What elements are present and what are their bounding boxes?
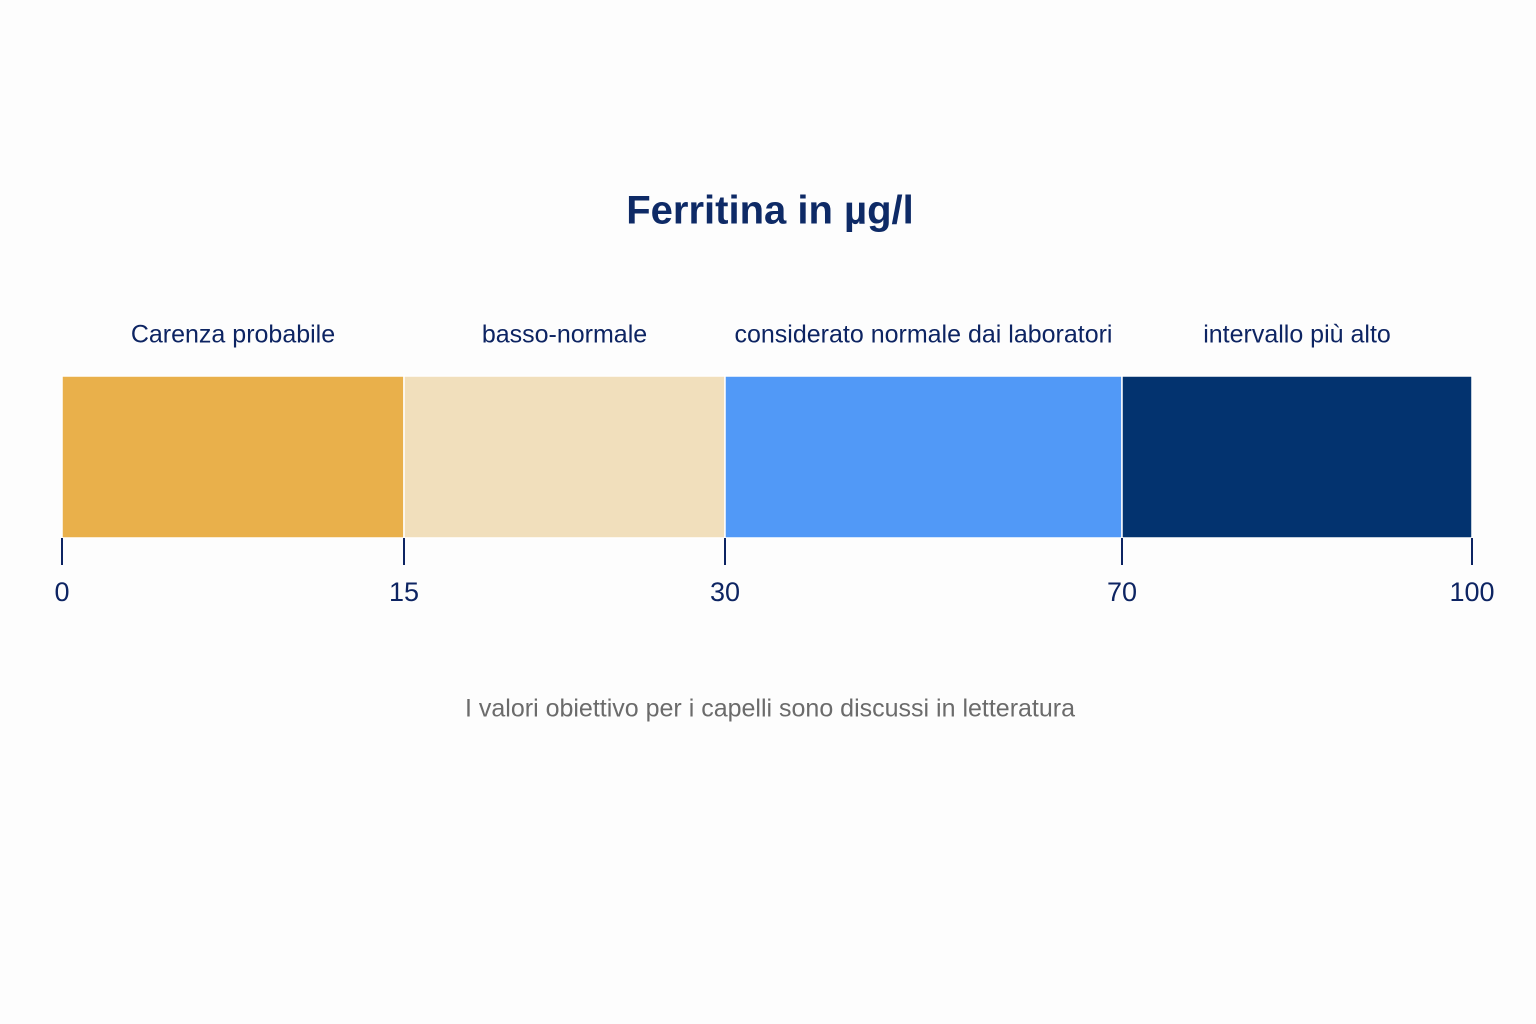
segment-label: intervallo più alto: [1203, 321, 1391, 349]
segment-label: Carenza probabile: [131, 321, 335, 349]
footnote: I valori obiettivo per i capelli sono di…: [465, 695, 1075, 723]
segment-label: considerato normale dai laboratori: [735, 321, 1113, 349]
range-segment: [403, 375, 726, 539]
segment-label: basso-normale: [482, 321, 647, 349]
chart-title: Ferritina in µg/l: [626, 189, 914, 233]
tick-label: 70: [1107, 577, 1137, 607]
tick-label: 15: [389, 577, 419, 607]
tick-label: 0: [54, 577, 69, 607]
range-segment: [1121, 375, 1473, 539]
tick-label: 30: [710, 577, 740, 607]
range-segment: [724, 375, 1123, 539]
range-segment: [61, 375, 405, 539]
tick-label: 100: [1449, 577, 1494, 607]
